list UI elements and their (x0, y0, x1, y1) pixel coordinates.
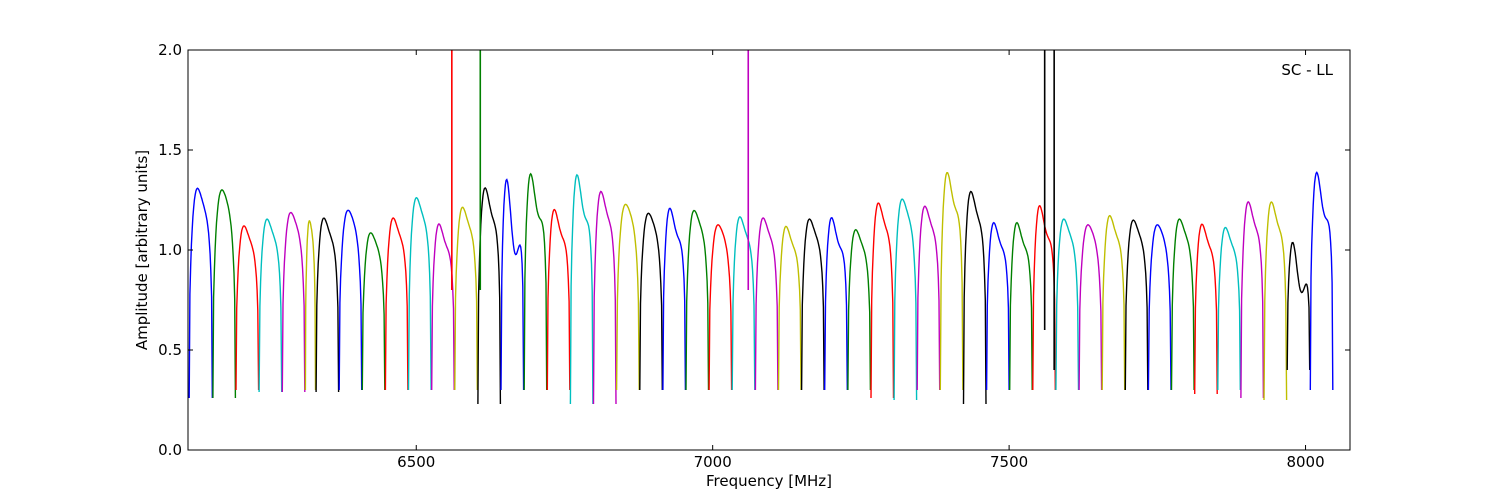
y-axis: 0.0 0.5 1.0 1.5 2.0 (158, 41, 1350, 459)
x-tick-label: 7500 (990, 453, 1028, 471)
series-window-20 (615, 203, 640, 391)
series-window-37 (1009, 221, 1033, 391)
series-window-39 (1055, 218, 1080, 391)
series-window-17 (546, 208, 571, 391)
series-window-46 (1217, 226, 1242, 391)
series-window-34 (939, 171, 964, 391)
series-window-43 (1147, 224, 1172, 391)
y-tick-label: 1.5 (158, 141, 182, 159)
x-axis: 6500 7000 7500 8000 (397, 50, 1325, 471)
series-window-22 (662, 207, 687, 391)
series-window-12 (431, 222, 455, 391)
series-window-47 (1240, 200, 1265, 399)
series-window-35 (962, 190, 987, 405)
series-window-41 (1101, 214, 1126, 391)
series-layer (188, 171, 1334, 405)
x-axis-title: Frequency [MHz] (706, 472, 832, 490)
y-tick-label: 1.0 (158, 241, 182, 259)
series-window-14 (477, 186, 502, 405)
series-window-3 (235, 225, 260, 391)
series-window-27 (777, 225, 802, 391)
series-window-19 (592, 190, 617, 405)
x-tick-label: 6500 (397, 453, 435, 471)
series-window-40 (1078, 224, 1103, 391)
y-tick-label: 0.5 (158, 341, 182, 359)
series-window-42 (1124, 219, 1149, 391)
spike-layer (451, 50, 1055, 370)
series-window-45 (1193, 223, 1218, 395)
series-window-25 (731, 216, 756, 391)
series-window-1 (188, 187, 213, 399)
series-window-28 (800, 218, 825, 391)
series-window-15 (500, 178, 525, 391)
series-window-48 (1263, 201, 1288, 401)
series-window-18 (569, 173, 594, 405)
series-window-10 (384, 217, 409, 391)
series-window-44 (1170, 218, 1195, 391)
series-window-31 (870, 202, 895, 399)
series-window-30 (847, 228, 872, 391)
series-window-23 (685, 209, 710, 391)
series-window-26 (754, 217, 779, 391)
series-window-32 (893, 198, 918, 401)
series-window-5 (281, 211, 306, 393)
series-window-6 (304, 220, 317, 391)
series-window-29 (824, 217, 848, 391)
series-window-7 (315, 217, 340, 393)
series-window-11 (407, 196, 432, 391)
x-tick-label: 7000 (694, 453, 732, 471)
series-window-36 (985, 221, 1010, 391)
series-window-21 (639, 212, 663, 391)
y-axis-title: Amplitude [arbitrary units] (133, 150, 151, 350)
series-window-2 (212, 189, 237, 399)
x-tick-label: 8000 (1286, 453, 1324, 471)
series-window-9 (361, 232, 386, 391)
series-window-49 (1286, 241, 1311, 371)
series-window-13 (454, 206, 478, 391)
series-window-8 (338, 209, 363, 391)
series-window-4 (258, 218, 283, 393)
plot-annotation: SC - LL (1281, 61, 1333, 79)
series-window-33 (916, 205, 941, 391)
series-window-24 (708, 224, 733, 391)
y-tick-label: 0.0 (158, 441, 182, 459)
series-window-16 (523, 172, 548, 391)
series-window-50 (1309, 171, 1334, 391)
y-tick-label: 2.0 (158, 41, 182, 59)
